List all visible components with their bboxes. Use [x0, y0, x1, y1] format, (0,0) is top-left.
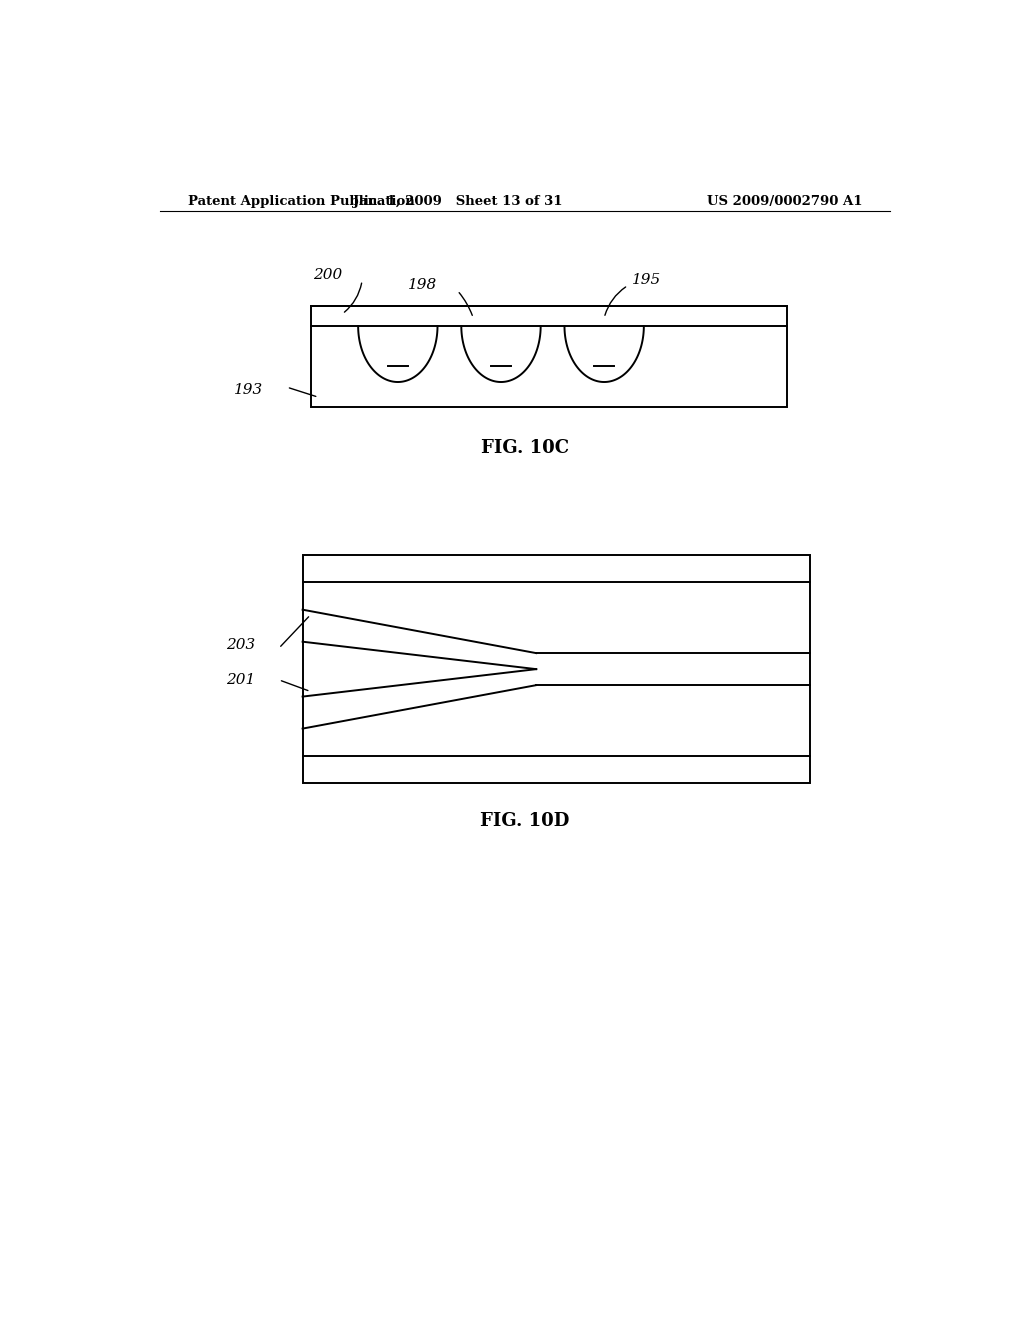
- Text: 203: 203: [225, 639, 255, 652]
- Text: 200: 200: [313, 268, 342, 282]
- Text: 201: 201: [225, 673, 255, 686]
- Text: 198: 198: [409, 279, 437, 293]
- Bar: [310, 306, 786, 408]
- Text: FIG. 10D: FIG. 10D: [480, 812, 569, 830]
- Text: 193: 193: [233, 383, 263, 397]
- Bar: [303, 554, 811, 784]
- Text: FIG. 10C: FIG. 10C: [480, 440, 569, 457]
- Text: Jan. 1, 2009   Sheet 13 of 31: Jan. 1, 2009 Sheet 13 of 31: [352, 194, 562, 207]
- Text: US 2009/0002790 A1: US 2009/0002790 A1: [707, 194, 862, 207]
- Text: 195: 195: [632, 273, 662, 288]
- Text: Patent Application Publication: Patent Application Publication: [187, 194, 415, 207]
